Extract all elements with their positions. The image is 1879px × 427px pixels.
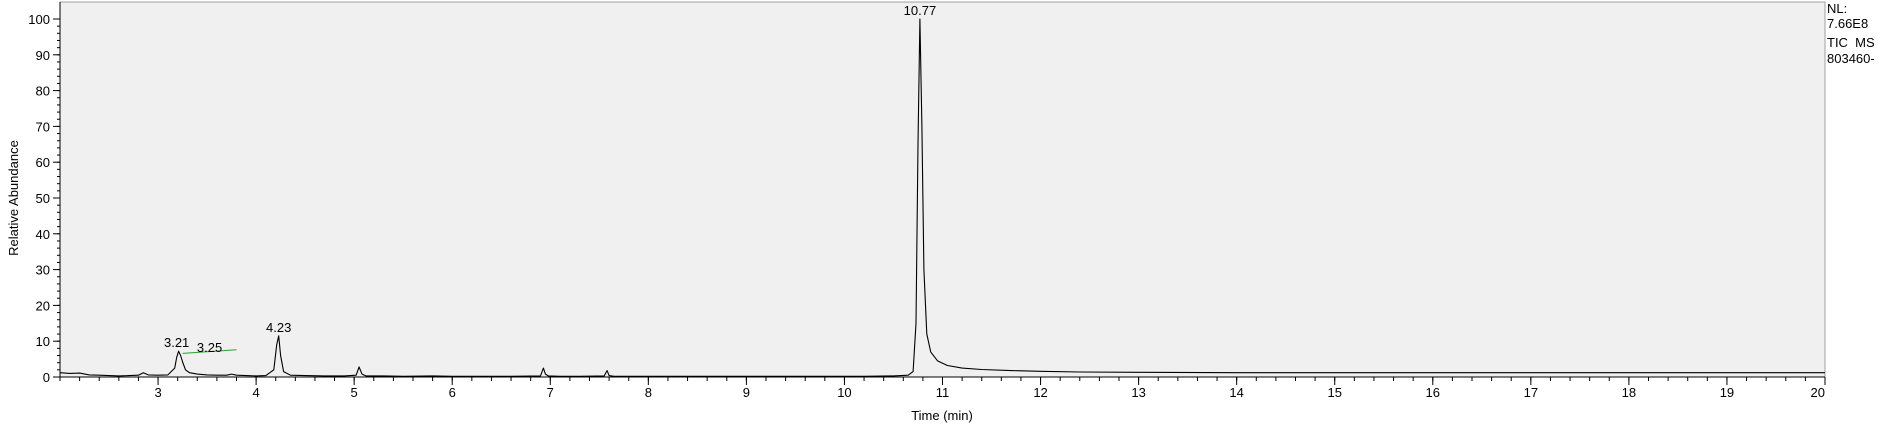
x-tick-label: 7 <box>547 385 554 400</box>
y-axis-ticks: 0 10 20 30 40 50 60 70 80 90 100 <box>28 12 60 385</box>
y-tick-label: 50 <box>36 191 50 206</box>
x-tick-label: 15 <box>1327 385 1341 400</box>
x-tick-label: 6 <box>449 385 456 400</box>
x-tick-label: 8 <box>645 385 652 400</box>
peak-label: 4.23 <box>266 320 291 335</box>
x-tick-label: 19 <box>1720 385 1734 400</box>
x-tick-label: 14 <box>1229 385 1243 400</box>
x-axis-ticks: 3 4 5 6 7 8 9 10 11 12 13 14 15 16 17 18 19 20 <box>59 377 1826 400</box>
y-tick-label: 70 <box>36 119 50 134</box>
x-tick-label: 20 <box>1811 385 1825 400</box>
x-tick-label: 17 <box>1524 385 1538 400</box>
plot-area <box>59 1 1826 378</box>
y-tick-label: 20 <box>36 298 50 313</box>
x-tick-label: 12 <box>1033 385 1047 400</box>
series-line <box>59 18 1825 377</box>
y-tick-label: 60 <box>36 155 50 170</box>
peak-label: 3.21 <box>164 335 189 350</box>
x-tick-label: 18 <box>1622 385 1636 400</box>
y-tick-label: 30 <box>36 263 50 278</box>
x-tick-label: 16 <box>1426 385 1440 400</box>
x-tick-label: 11 <box>936 385 950 400</box>
y-axis-title: Relative Abundance <box>6 140 21 256</box>
y-tick-label: 100 <box>28 12 50 27</box>
y-tick-label: 10 <box>36 334 50 349</box>
y-tick-label: 90 <box>36 48 50 63</box>
x-tick-label: 4 <box>252 385 259 400</box>
x-tick-label: 9 <box>743 385 750 400</box>
y-tick-label: 0 <box>43 370 50 385</box>
x-tick-label: 3 <box>154 385 161 400</box>
x-tick-label: 13 <box>1131 385 1145 400</box>
peak-label: 10.77 <box>904 3 937 18</box>
info-nl-value: 7.66E8 <box>1827 16 1868 31</box>
y-tick-label: 80 <box>36 84 50 99</box>
peak-annotations: 3.25 3.21 4.23 10.77 <box>164 3 936 355</box>
x-axis-title: Time (min) <box>911 408 973 423</box>
series-layer <box>59 18 1825 377</box>
y-tick-label: 40 <box>36 227 50 242</box>
peak-label: 3.25 <box>197 340 222 355</box>
integration-marker <box>182 349 237 354</box>
info-scan-label: TIC MS <box>1827 35 1875 50</box>
x-tick-label: 10 <box>837 385 851 400</box>
info-nl-label: NL: <box>1827 1 1847 16</box>
x-tick-label: 5 <box>351 385 358 400</box>
info-file-label: 803460- <box>1827 51 1875 66</box>
